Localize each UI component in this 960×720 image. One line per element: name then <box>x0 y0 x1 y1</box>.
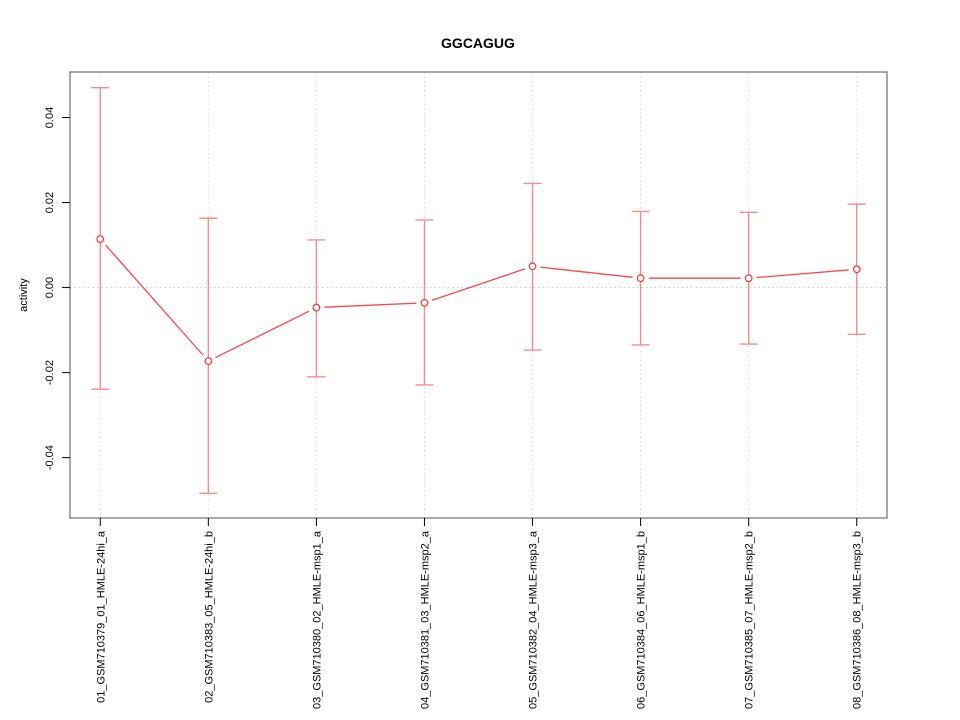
chart-layers: -0.04 -0.02 0.00 0.02 0.04 01_GSM710379_01_HM… <box>44 71 888 709</box>
data-point <box>312 303 321 312</box>
series-segment <box>431 268 526 301</box>
x-category-label: 04_GSM710381_03_HMLE-msp2_a <box>419 530 431 709</box>
y-axis-title: activity <box>18 278 30 312</box>
data-point <box>744 274 753 283</box>
chart-title: GGCAGUG <box>441 35 515 51</box>
series-segment <box>105 244 204 356</box>
x-category-label: 02_GSM710383_05_HMLE-24hi_b <box>203 531 215 703</box>
series-segment <box>756 269 849 279</box>
y-tick-label: 0.00 <box>44 277 56 298</box>
data-point <box>204 357 213 366</box>
data-point <box>96 235 105 243</box>
series-segment <box>540 266 633 278</box>
x-category-label: 01_GSM710379_01_HMLE-24hi_a <box>95 530 107 703</box>
y-tick-label: -0.04 <box>44 445 56 470</box>
data-point <box>420 298 429 307</box>
data-point <box>636 274 645 283</box>
x-category-label: 07_GSM710385_07_HMLE-msp2_b <box>744 531 756 709</box>
x-category-label: 06_GSM710384_06_HMLE-msp1_b <box>636 531 648 709</box>
y-tick-label: -0.02 <box>44 360 56 385</box>
x-category-label: 08_GSM710386_08_HMLE-msp3_b <box>852 531 864 709</box>
y-tick-label: 0.04 <box>44 107 56 128</box>
data-point <box>528 262 537 271</box>
series-segment <box>324 302 417 308</box>
y-tick-label: 0.02 <box>44 192 56 213</box>
data-point <box>852 265 861 274</box>
x-category-label: 05_GSM710382_04_HMLE-msp3_a <box>528 530 540 709</box>
x-category-label: 03_GSM710380_02_HMLE-msp1_a <box>311 530 323 709</box>
series-segment <box>215 310 310 359</box>
plot-box <box>69 71 888 519</box>
